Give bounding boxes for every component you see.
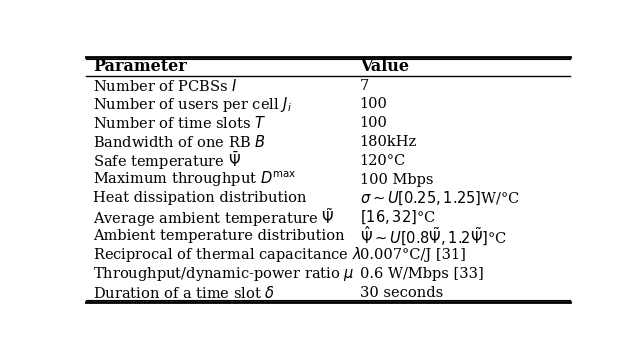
Text: Throughput/dynamic-power ratio $\mu$: Throughput/dynamic-power ratio $\mu$ [93, 265, 355, 283]
Text: Average ambient temperature $\tilde{\Psi}$: Average ambient temperature $\tilde{\Psi… [93, 206, 335, 229]
Text: Value: Value [360, 58, 409, 75]
Text: 0.007°C/J [31]: 0.007°C/J [31] [360, 248, 465, 262]
Text: 7: 7 [360, 78, 369, 92]
Text: Heat dissipation distribution: Heat dissipation distribution [93, 191, 307, 205]
Text: $[16, 32]$°C: $[16, 32]$°C [360, 209, 435, 226]
Text: 0.6 W/Mbps [33]: 0.6 W/Mbps [33] [360, 267, 483, 281]
Text: Maximum throughput $D^{\mathrm{max}}$: Maximum throughput $D^{\mathrm{max}}$ [93, 170, 297, 190]
Text: $\hat{\Psi} \sim U[0.8\tilde{\Psi}, 1.2\tilde{\Psi}]$°C: $\hat{\Psi} \sim U[0.8\tilde{\Psi}, 1.2\… [360, 225, 507, 248]
Text: 100: 100 [360, 97, 387, 111]
Text: Reciprocal of thermal capacitance $\lambda$: Reciprocal of thermal capacitance $\lamb… [93, 245, 362, 264]
Text: Parameter: Parameter [93, 58, 187, 75]
Text: 100 Mbps: 100 Mbps [360, 173, 433, 187]
Text: Ambient temperature distribution: Ambient temperature distribution [93, 229, 345, 243]
Text: 180kHz: 180kHz [360, 135, 417, 149]
Text: Bandwidth of one RB $B$: Bandwidth of one RB $B$ [93, 134, 266, 150]
Text: Safe temperature $\bar{\Psi}$: Safe temperature $\bar{\Psi}$ [93, 150, 241, 172]
Text: Number of PCBSs $I$: Number of PCBSs $I$ [93, 78, 238, 94]
Text: 120°C: 120°C [360, 154, 406, 168]
Text: Duration of a time slot $\delta$: Duration of a time slot $\delta$ [93, 285, 275, 300]
Text: 30 seconds: 30 seconds [360, 286, 443, 300]
Text: 100: 100 [360, 116, 387, 130]
Text: $\sigma \sim U[0.25, 1.25]$W/°C: $\sigma \sim U[0.25, 1.25]$W/°C [360, 190, 520, 207]
Text: Number of time slots $T$: Number of time slots $T$ [93, 115, 267, 131]
Text: Number of users per cell $J_i$: Number of users per cell $J_i$ [93, 95, 292, 114]
